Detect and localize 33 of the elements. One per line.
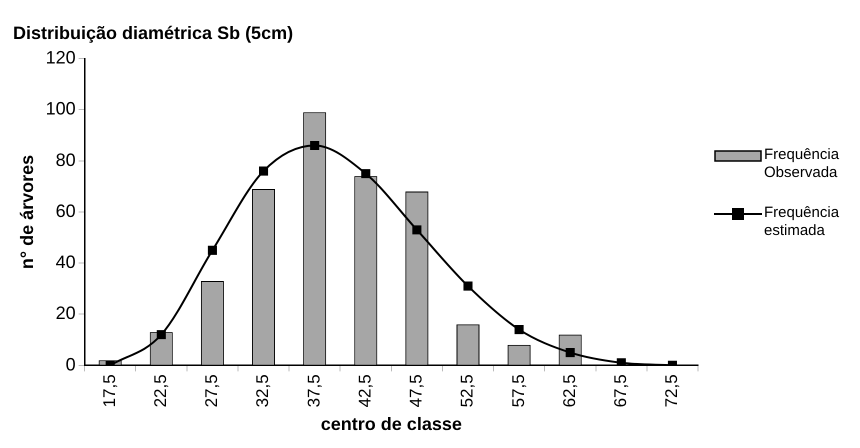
y-tick-label: 0	[66, 354, 76, 374]
y-tick-label: 120	[46, 48, 76, 68]
x-tick-label: 47,5	[406, 374, 426, 408]
point	[258, 166, 268, 176]
y-tick-label: 100	[46, 98, 76, 119]
x-axis-title: centro de classe	[320, 414, 462, 434]
y-tick-label: 20	[56, 303, 76, 324]
y-tick-label: 40	[56, 252, 76, 272]
x-tick-label: 22,5	[150, 374, 170, 408]
point	[463, 282, 473, 291]
y-tick-label: 60	[56, 200, 76, 221]
x-tick-label: 57,5	[508, 374, 528, 408]
x-tick-label: 72,5	[662, 374, 682, 408]
point	[310, 140, 320, 150]
x-tick-label: 52,5	[458, 374, 477, 408]
x-tick-label: 32,5	[253, 374, 272, 408]
x-tick-label: 27,5	[202, 374, 222, 408]
point	[361, 169, 370, 178]
legend-label: Frequência Observada	[764, 146, 840, 182]
point	[412, 225, 422, 234]
y-tick-label: 80	[56, 150, 76, 170]
x-tick-label: 67,5	[611, 374, 630, 408]
chart-title: Distribuição diamétrica Sb (5cm)	[13, 22, 294, 43]
x-tick-label: 37,5	[304, 374, 324, 408]
point	[616, 358, 626, 366]
y-axis-title: n° de árvores	[16, 154, 37, 270]
point	[514, 324, 524, 334]
x-tick-label: 17,5	[100, 374, 119, 408]
point	[156, 330, 166, 340]
legend-label: Frequência estimada	[764, 204, 840, 240]
x-tick-label: 62,5	[560, 374, 579, 408]
point	[208, 246, 217, 255]
x-tick-label: 42,5	[355, 374, 374, 408]
